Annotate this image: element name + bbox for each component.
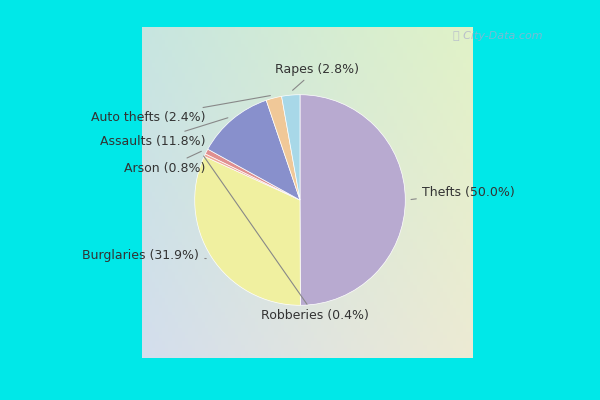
- Text: Arson (0.8%): Arson (0.8%): [124, 151, 205, 175]
- Text: Rapes (2.8%): Rapes (2.8%): [275, 63, 359, 90]
- Wedge shape: [266, 96, 300, 200]
- Text: Auto thefts (2.4%): Auto thefts (2.4%): [91, 96, 271, 124]
- Text: ⓘ City-Data.com: ⓘ City-Data.com: [453, 31, 543, 41]
- Wedge shape: [205, 149, 300, 200]
- Wedge shape: [195, 156, 301, 305]
- Text: Burglaries (31.9%): Burglaries (31.9%): [82, 249, 206, 262]
- Text: Thefts (50.0%): Thefts (50.0%): [411, 186, 515, 200]
- Wedge shape: [281, 95, 300, 200]
- Wedge shape: [208, 100, 300, 200]
- Wedge shape: [300, 95, 405, 305]
- Text: Assaults (11.8%): Assaults (11.8%): [100, 118, 228, 148]
- Wedge shape: [204, 154, 300, 200]
- Text: Robberies (0.4%): Robberies (0.4%): [203, 156, 369, 322]
